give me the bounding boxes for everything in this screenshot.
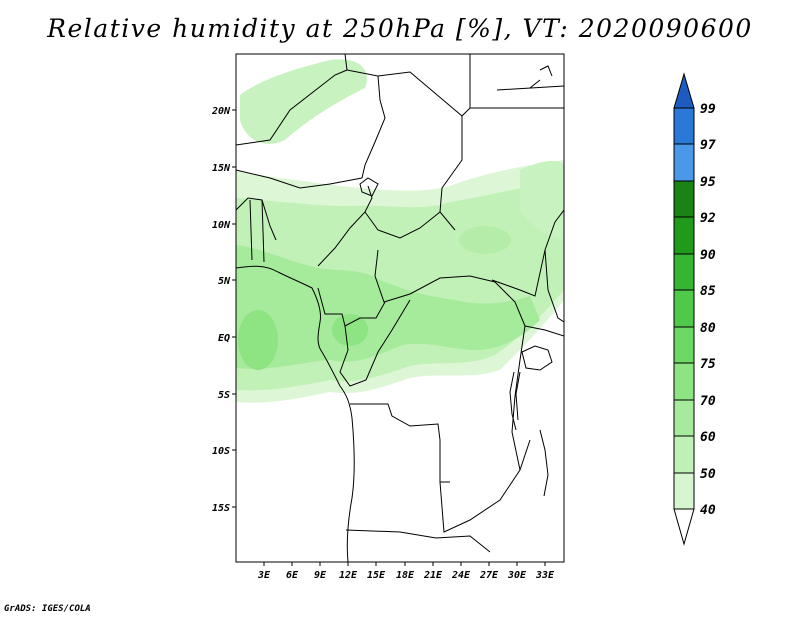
lon-label: 15E [367,570,386,581]
border-chad-car [364,211,441,239]
border-niger-nigeria [236,169,363,189]
lon-label: 9E [314,570,327,581]
colorbar-segment [673,399,695,437]
lake-tanganyika [509,371,521,431]
lat-label: 15S [212,503,230,514]
colorbar-segment [673,216,695,255]
lake-malawi [539,429,549,497]
grads-credit: GrADS: IGES/COLA [4,604,91,614]
colorbar-segment [673,472,695,510]
lat-label: 5S [218,390,230,401]
lon-label: 30E [507,570,527,581]
colorbar-segment [673,143,695,182]
colorbar-segment [673,107,695,145]
country-borders [236,54,564,562]
border-tanzania [524,325,564,337]
colorbar-segment [673,362,695,401]
lon-label: 27E [479,570,499,581]
lon-label: 6E [286,570,299,581]
border-drc-east [494,281,526,471]
border-ethiopia [491,209,564,297]
border-congo [339,299,411,387]
latitude-axis [232,109,236,508]
longitude-axis [263,562,546,566]
lat-label: EQ [218,333,230,344]
lake-chad [359,177,379,197]
humidity-cell-east [459,226,511,254]
humidity-cell-central [332,314,368,346]
map-frame [235,53,565,563]
colorbar-top-arrow [673,72,695,109]
humidity-shading [236,59,564,403]
border-egypt-libya [461,54,471,117]
border-kenya [544,249,564,323]
colorbar [673,72,695,546]
colorbar-label: 70 [700,394,716,409]
colorbar-label: 97 [700,138,716,153]
lon-label: 21E [423,570,443,581]
lon-label: 18E [396,570,415,581]
colorbar-label: 40 [700,503,716,518]
colorbar-label: 95 [700,175,716,190]
lat-label: 15N [212,163,231,174]
chart-title: Relative humidity at 250hPa [%], VT: 202… [47,14,753,43]
border-car-south [374,249,496,303]
colorbar-bottom-arrow [673,508,695,546]
lon-label: 33E [535,570,555,581]
lon-label: 3E [257,570,271,581]
humidity-core [236,245,540,369]
colorbar-label: 75 [700,357,716,372]
lat-label: 10S [212,446,230,457]
border-angola-south [345,529,491,553]
colorbar-segment [673,253,695,291]
lon-label: 24E [451,570,471,581]
lat-label: 5N [218,276,231,287]
humidity-patch-east [520,160,564,240]
colorbar-segment [673,289,695,328]
red-sea-coast [529,65,553,89]
colorbar-label: 50 [700,467,716,482]
humidity-cell-west [238,310,278,370]
colorbar-label: 92 [700,211,716,226]
lat-label: 20N [211,106,231,117]
colorbar-label: 90 [700,248,716,263]
border-angola-north [350,403,450,483]
lon-label: 12E [339,570,358,581]
colorbar-segment [673,180,695,218]
border-ghana-togo [249,199,265,263]
humidity-patch-north [240,59,367,144]
coastline-west-africa [236,265,355,562]
border-zambia [439,439,531,533]
border-algeria-niger [236,54,348,146]
colorbar-label: 60 [700,430,716,445]
colorbar-segment [673,435,695,474]
colorbar-segment [673,326,695,364]
lake-victoria [521,345,553,371]
colorbar-label: 99 [700,102,716,117]
lat-label: 10N [212,220,231,231]
colorbar-label: 80 [700,321,716,336]
colorbar-label: 85 [700,284,716,299]
